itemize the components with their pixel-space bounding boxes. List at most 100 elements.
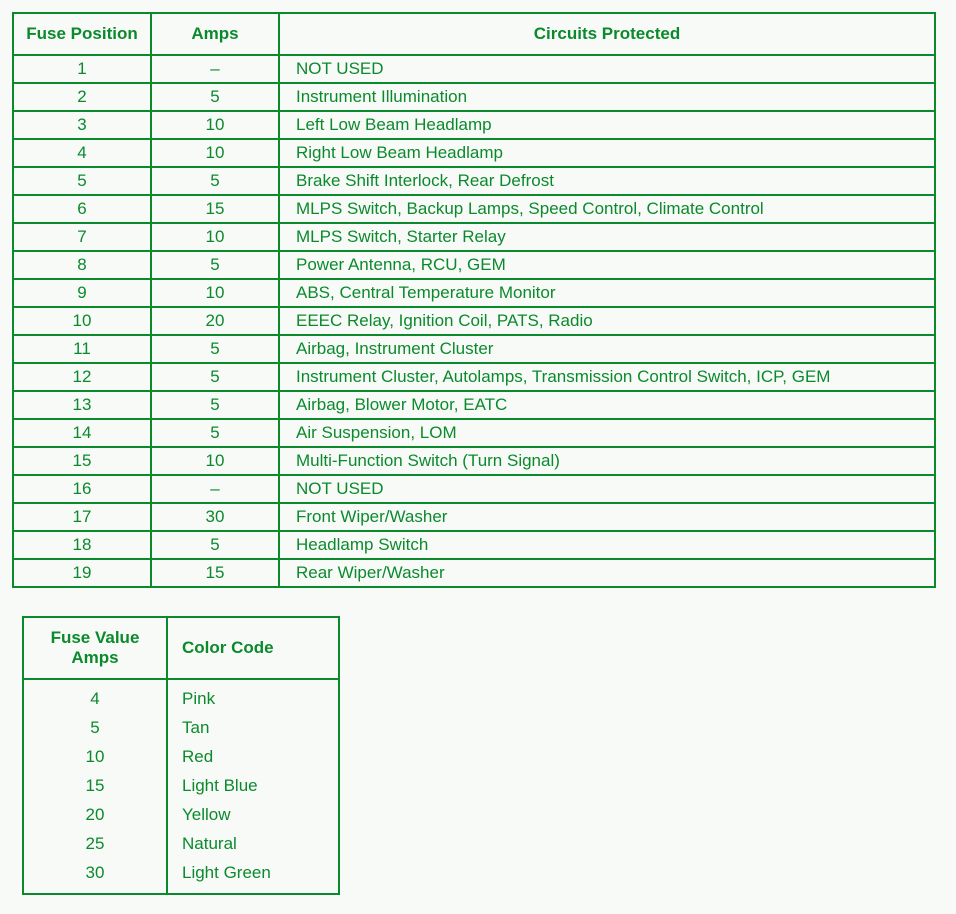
table-row: 410Right Low Beam Headlamp xyxy=(13,139,935,167)
color-code-table: Fuse Value Amps Color Code 4 5 10 15 20 25 30 … xyxy=(22,616,340,895)
amps-cell: 5 xyxy=(151,251,279,279)
table-row: 1020EEEC Relay, Ignition Coil, PATS, Rad… xyxy=(13,307,935,335)
fuse-position-cell: 8 xyxy=(13,251,151,279)
fuse-table: Fuse Position Amps Circuits Protected 1–… xyxy=(12,12,936,588)
table-row: 910ABS, Central Temperature Monitor xyxy=(13,279,935,307)
circuits-cell: MLPS Switch, Starter Relay xyxy=(279,223,935,251)
circuits-cell: MLPS Switch, Backup Lamps, Speed Control… xyxy=(279,195,935,223)
amps-cell: 5 xyxy=(151,391,279,419)
amps-cell: 5 xyxy=(151,83,279,111)
color-code-item: Light Blue xyxy=(182,775,324,798)
table-row: 310Left Low Beam Headlamp xyxy=(13,111,935,139)
circuits-cell: Headlamp Switch xyxy=(279,531,935,559)
circuits-cell: Airbag, Blower Motor, EATC xyxy=(279,391,935,419)
header-circuits: Circuits Protected xyxy=(279,13,935,55)
fuse-value-item: 20 xyxy=(30,804,160,827)
fuse-position-cell: 9 xyxy=(13,279,151,307)
fuse-value-item: 25 xyxy=(30,833,160,856)
fuse-table-header-row: Fuse Position Amps Circuits Protected xyxy=(13,13,935,55)
amps-cell: 5 xyxy=(151,335,279,363)
circuits-cell: Left Low Beam Headlamp xyxy=(279,111,935,139)
circuits-cell: Multi-Function Switch (Turn Signal) xyxy=(279,447,935,475)
amps-cell: 5 xyxy=(151,363,279,391)
circuits-cell: Airbag, Instrument Cluster xyxy=(279,335,935,363)
table-row: 125Instrument Cluster, Autolamps, Transm… xyxy=(13,363,935,391)
color-code-item: Red xyxy=(182,746,324,769)
amps-cell: 10 xyxy=(151,223,279,251)
fuse-value-cell: 4 5 10 15 20 25 30 xyxy=(23,679,167,894)
circuits-cell: Rear Wiper/Washer xyxy=(279,559,935,587)
header-fuse-value: Fuse Value Amps xyxy=(23,617,167,679)
fuse-value-item: 15 xyxy=(30,775,160,798)
table-row: 16–NOT USED xyxy=(13,475,935,503)
amps-cell: 15 xyxy=(151,195,279,223)
fuse-position-cell: 11 xyxy=(13,335,151,363)
fuse-position-cell: 19 xyxy=(13,559,151,587)
fuse-position-cell: 15 xyxy=(13,447,151,475)
table-row: 615MLPS Switch, Backup Lamps, Speed Cont… xyxy=(13,195,935,223)
table-row: 185Headlamp Switch xyxy=(13,531,935,559)
circuits-cell: Air Suspension, LOM xyxy=(279,419,935,447)
fuse-position-cell: 6 xyxy=(13,195,151,223)
amps-cell: 15 xyxy=(151,559,279,587)
amps-cell: 20 xyxy=(151,307,279,335)
fuse-position-cell: 3 xyxy=(13,111,151,139)
circuits-cell: EEEC Relay, Ignition Coil, PATS, Radio xyxy=(279,307,935,335)
fuse-position-cell: 12 xyxy=(13,363,151,391)
table-row: 1730Front Wiper/Washer xyxy=(13,503,935,531)
color-code-item: Natural xyxy=(182,833,324,856)
table-row: 25Instrument Illumination xyxy=(13,83,935,111)
circuits-cell: NOT USED xyxy=(279,475,935,503)
circuits-cell: Instrument Illumination xyxy=(279,83,935,111)
fuse-value-item: 5 xyxy=(30,717,160,740)
color-code-item: Tan xyxy=(182,717,324,740)
header-fuse-position: Fuse Position xyxy=(13,13,151,55)
fuse-value-item: 4 xyxy=(30,688,160,711)
amps-cell: 10 xyxy=(151,279,279,307)
table-row: 135Airbag, Blower Motor, EATC xyxy=(13,391,935,419)
amps-cell: – xyxy=(151,55,279,83)
circuits-cell: Instrument Cluster, Autolamps, Transmiss… xyxy=(279,363,935,391)
fuse-position-cell: 2 xyxy=(13,83,151,111)
table-row: 1915Rear Wiper/Washer xyxy=(13,559,935,587)
color-code-item: Light Green xyxy=(182,862,324,885)
circuits-cell: Power Antenna, RCU, GEM xyxy=(279,251,935,279)
fuse-position-cell: 16 xyxy=(13,475,151,503)
amps-cell: 10 xyxy=(151,111,279,139)
table-row: 710MLPS Switch, Starter Relay xyxy=(13,223,935,251)
amps-cell: 5 xyxy=(151,531,279,559)
fuse-position-cell: 5 xyxy=(13,167,151,195)
amps-cell: 5 xyxy=(151,419,279,447)
header-color-code: Color Code xyxy=(167,617,339,679)
color-code-item: Pink xyxy=(182,688,324,711)
table-row: 55Brake Shift Interlock, Rear Defrost xyxy=(13,167,935,195)
color-table-body-row: 4 5 10 15 20 25 30 Pink Tan Red Light Blue Yellow N… xyxy=(23,679,339,894)
amps-cell: 30 xyxy=(151,503,279,531)
header-amps: Amps xyxy=(151,13,279,55)
table-row: 145Air Suspension, LOM xyxy=(13,419,935,447)
fuse-position-cell: 13 xyxy=(13,391,151,419)
fuse-position-cell: 10 xyxy=(13,307,151,335)
fuse-value-item: 30 xyxy=(30,862,160,885)
fuse-position-cell: 14 xyxy=(13,419,151,447)
table-row: 85Power Antenna, RCU, GEM xyxy=(13,251,935,279)
color-code-cell: Pink Tan Red Light Blue Yellow Natural Light G… xyxy=(167,679,339,894)
circuits-cell: Brake Shift Interlock, Rear Defrost xyxy=(279,167,935,195)
fuse-position-cell: 1 xyxy=(13,55,151,83)
table-row: 1510Multi-Function Switch (Turn Signal) xyxy=(13,447,935,475)
fuse-position-cell: 7 xyxy=(13,223,151,251)
amps-cell: 10 xyxy=(151,139,279,167)
circuits-cell: Right Low Beam Headlamp xyxy=(279,139,935,167)
fuse-value-item: 10 xyxy=(30,746,160,769)
fuse-position-cell: 17 xyxy=(13,503,151,531)
amps-cell: 5 xyxy=(151,167,279,195)
fuse-position-cell: 18 xyxy=(13,531,151,559)
circuits-cell: NOT USED xyxy=(279,55,935,83)
table-row: 1–NOT USED xyxy=(13,55,935,83)
color-code-item: Yellow xyxy=(182,804,324,827)
amps-cell: 10 xyxy=(151,447,279,475)
amps-cell: – xyxy=(151,475,279,503)
circuits-cell: Front Wiper/Washer xyxy=(279,503,935,531)
circuits-cell: ABS, Central Temperature Monitor xyxy=(279,279,935,307)
color-table-header-row: Fuse Value Amps Color Code xyxy=(23,617,339,679)
